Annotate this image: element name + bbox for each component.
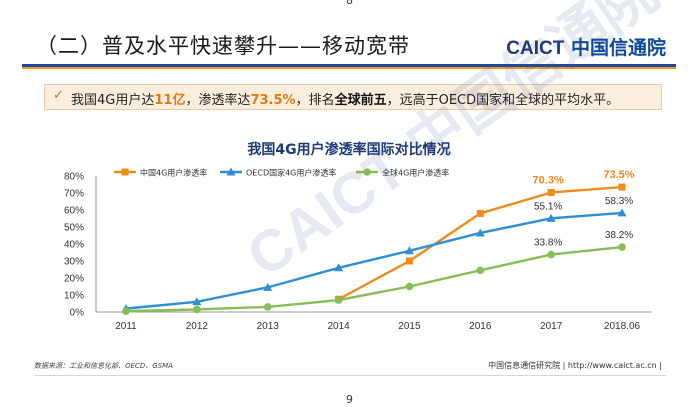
y-tick-label: 10% <box>64 291 84 302</box>
data-source-note: 数据来源：工业和信息化部、OECD、GSMA <box>34 362 173 370</box>
series-line-oecd <box>125 211 623 310</box>
data-point-global <box>263 303 272 311</box>
callout-part: ，远高于OECD国家和全球的平均水平。 <box>386 93 620 108</box>
legend-label: 全球4G用户渗透率 <box>382 168 449 178</box>
data-point-oecd <box>475 228 485 237</box>
data-point-global <box>476 266 485 275</box>
data-point-global <box>193 305 201 314</box>
page-number-top: 8 <box>346 0 353 7</box>
data-point-oecd <box>404 246 414 255</box>
data-point-global <box>405 282 414 291</box>
x-tick-label: 2013 <box>257 321 280 332</box>
callout-part: ，排名 <box>295 93 335 108</box>
data-label-global: 33.8% <box>534 238 562 249</box>
y-tick-label: 30% <box>64 257 84 268</box>
data-label-china: 70.3% <box>533 174 564 186</box>
data-point-oecd <box>546 213 556 222</box>
chart-title: 我国4G用户渗透率国际对比情况 <box>247 142 451 158</box>
check-icon: ✓ <box>53 88 64 103</box>
x-tick-label: 2015 <box>398 321 421 332</box>
data-label-global: 38.2% <box>605 230 633 241</box>
x-tick-label: 2017 <box>540 321 563 332</box>
penetration-line-chart: 0% 10% 20% 30% 40% 50% 60% 70% 80% 2011 2012 2013 20… <box>64 167 652 332</box>
callout-bold-rank: 全球前五 <box>334 93 387 108</box>
logo-latin: CAICT <box>506 38 565 59</box>
footer-rule <box>34 375 666 376</box>
x-tick-label: 2018.06 <box>604 321 641 332</box>
series-line-global <box>125 245 623 313</box>
slide-title: （二）普及水平快速攀升——移动宽带 <box>36 34 410 58</box>
header-rule-orange <box>22 67 676 69</box>
slide: （二）普及水平快速攀升——移动宽带 CAICT 中国信通院 ✓ 我国4G用户达1… <box>22 0 676 380</box>
legend-marker <box>226 167 236 176</box>
page-number-bottom: 9 <box>346 393 353 406</box>
legend-marker <box>363 168 371 176</box>
key-finding-callout: ✓ 我国4G用户达11亿，渗透率达73.5%，排名全球前五，远高于OECD国家和… <box>44 84 662 110</box>
data-point-china <box>405 257 413 265</box>
logo-cn: 中国信通院 <box>570 37 666 59</box>
y-tick-label: 0% <box>70 308 85 319</box>
legend-marker <box>121 168 129 176</box>
x-tick-label: 2016 <box>469 321 492 332</box>
legend-label: 中国4G用户渗透率 <box>140 168 207 178</box>
legend-label: OECD国家4G用户渗透率 <box>246 168 336 178</box>
callout-part: 我国4G用户达 <box>71 93 155 108</box>
data-point-oecd <box>617 208 627 217</box>
data-point-oecd <box>192 297 202 306</box>
data-point-oecd <box>334 263 344 272</box>
footer-credit: 中国信息通信研究院 | http://www.caict.ac.cn | <box>488 361 662 370</box>
data-point-global <box>334 296 343 304</box>
data-label-oecd: 55.1% <box>534 201 562 212</box>
header-rule-blue <box>22 64 676 67</box>
y-tick-label: 70% <box>64 189 84 200</box>
data-label-china: 73.5% <box>603 169 634 181</box>
callout-part: ，渗透率达 <box>185 93 251 108</box>
series-line-china <box>338 185 623 301</box>
x-tick-label: 2012 <box>186 321 209 332</box>
callout-highlight-users: 11亿 <box>154 93 186 108</box>
data-point-global <box>618 243 626 251</box>
callout-highlight-rate: 73.5% <box>250 93 296 108</box>
y-tick-label: 50% <box>64 223 84 234</box>
data-label-oecd: 58.3% <box>605 196 633 207</box>
data-point-china <box>618 183 626 191</box>
data-point-oecd <box>263 282 273 291</box>
x-tick-label: 2011 <box>115 321 137 332</box>
callout-text: 我国4G用户达11亿，渗透率达73.5%，排名全球前五，远高于OECD国家和全球… <box>71 89 619 108</box>
data-point-china <box>476 209 484 217</box>
data-point-china <box>547 188 555 196</box>
x-tick-label: 2014 <box>327 321 350 332</box>
y-tick-label: 20% <box>64 274 84 285</box>
y-tick-label: 60% <box>64 206 84 217</box>
y-tick-label: 40% <box>64 240 84 251</box>
data-point-global <box>547 250 555 259</box>
caict-logo: CAICT 中国信通院 <box>506 33 666 60</box>
data-point-global <box>122 307 130 315</box>
y-tick-label: 80% <box>64 172 84 183</box>
